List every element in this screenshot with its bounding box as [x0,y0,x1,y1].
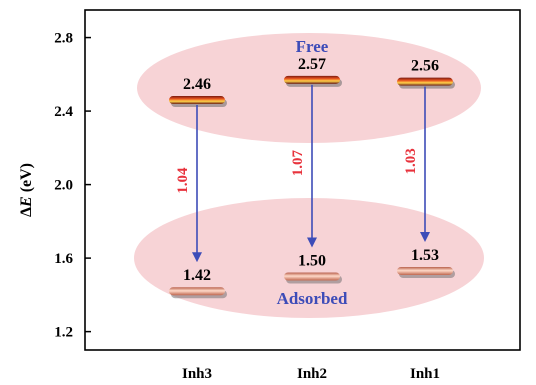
plot-frame [84,9,521,351]
free-region-label: Free [296,37,329,56]
free-level-value: 2.46 [183,76,211,93]
free-level-value: 2.56 [411,58,439,75]
energy-gap-label: 1.07 [290,150,306,177]
free-level-bar [397,77,453,86]
y-tick-label: 1.6 [54,251,73,267]
y-tick-label: 2.8 [54,31,73,47]
free-level-value: 2.57 [298,56,326,73]
energy-gap-label: 1.04 [175,167,191,194]
free-region-ellipse [137,33,481,143]
y-axis-label: ΔE (eV) [18,163,35,217]
adsorbed-region-label: Adsorbed [277,289,348,308]
adsorbed-level-bar [284,272,340,281]
adsorbed-level-value: 1.53 [411,247,439,264]
x-tick-label: Inh2 [297,366,327,382]
adsorbed-level-value: 1.42 [183,267,211,284]
y-tick-label: 2.0 [54,178,73,194]
x-tick-label: Inh3 [182,366,212,382]
y-tick-label: 1.2 [54,325,73,341]
adsorbed-level-value: 1.50 [298,252,326,269]
adsorbed-level-bar [169,287,225,296]
free-level-bar [284,75,340,84]
y-tick-label: 2.4 [54,104,73,120]
x-tick-label: Inh1 [410,366,440,382]
energy-gap-label: 1.03 [403,148,419,174]
free-level-bar [169,96,225,105]
adsorbed-level-bar [397,266,453,275]
